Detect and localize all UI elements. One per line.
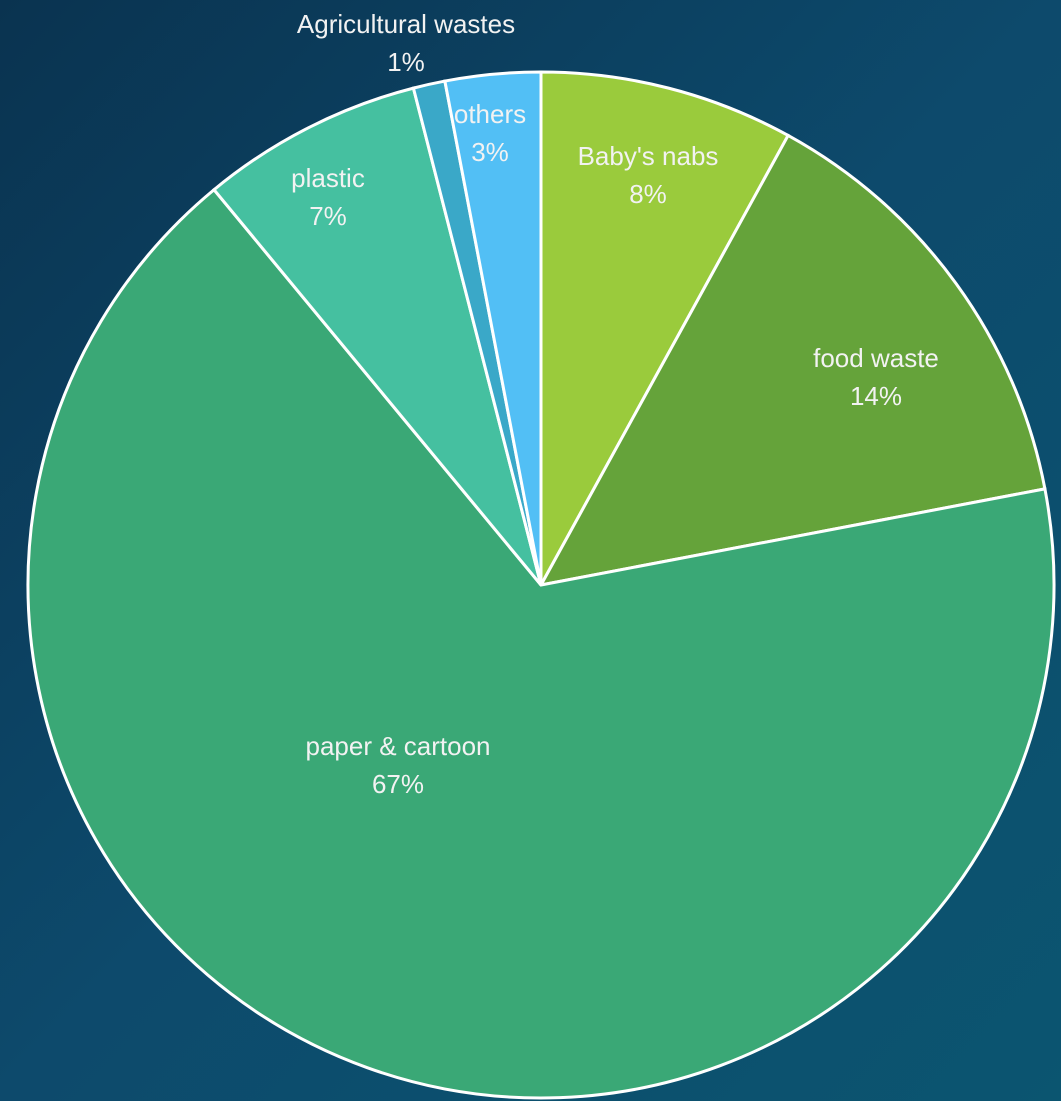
slice-value-label: 3% bbox=[471, 137, 509, 167]
slice bbox=[26, 187, 1056, 1100]
slice bbox=[443, 70, 543, 586]
slice bbox=[539, 70, 791, 586]
slice-value-label: 67% bbox=[372, 769, 424, 799]
slice-label: food waste bbox=[813, 343, 939, 373]
labels: Baby's nabs 8% food waste 14% paper & cartoo… bbox=[291, 9, 939, 799]
slice-label: plastic bbox=[291, 163, 365, 193]
slice-value-label: 8% bbox=[629, 179, 667, 209]
slice-label: Agricultural wastes bbox=[297, 9, 515, 39]
slice-value-label: 1% bbox=[387, 47, 425, 77]
slice-value-label: 14% bbox=[850, 381, 902, 411]
pie bbox=[26, 70, 1056, 1100]
slice-label: paper & cartoon bbox=[305, 731, 490, 761]
slice-value-label: 7% bbox=[309, 201, 347, 231]
slice bbox=[211, 86, 543, 586]
slice bbox=[538, 133, 1047, 588]
slice-label: Baby's nabs bbox=[578, 141, 719, 171]
slice-label: others bbox=[454, 99, 526, 129]
